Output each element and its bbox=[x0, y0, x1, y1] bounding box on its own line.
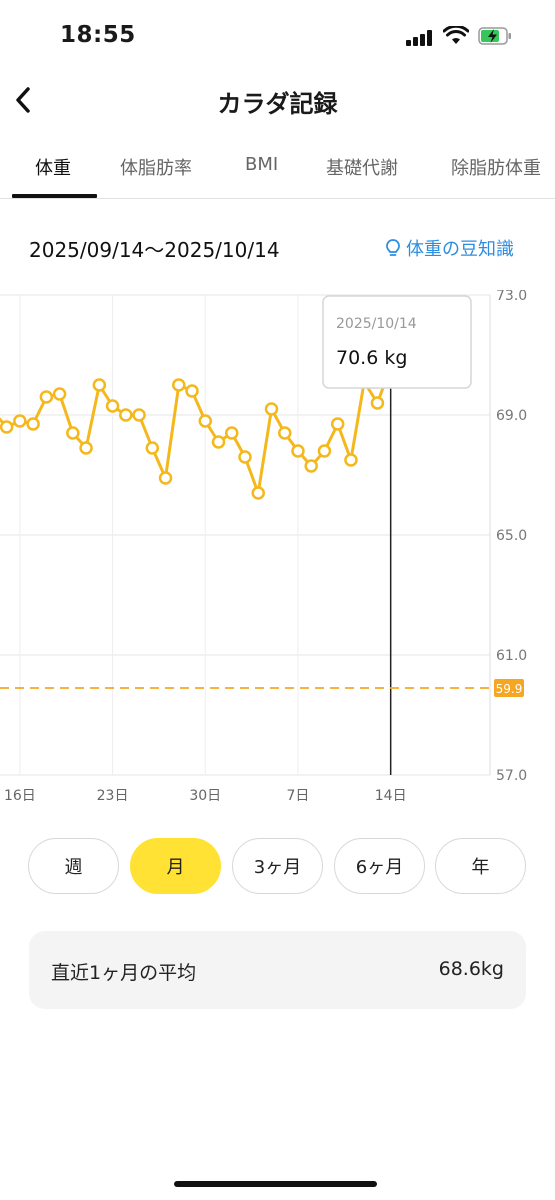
chart-tooltip: 2025/10/14 70.6 kg bbox=[322, 295, 472, 389]
x-tick-label: 7日 bbox=[287, 788, 310, 804]
tab-lean-mass[interactable]: 除脂肪体重 bbox=[451, 158, 541, 179]
weight-data-point bbox=[39, 390, 54, 404]
period-3months-button[interactable]: 3ヶ月 bbox=[232, 838, 323, 894]
target-weight-line: 59.9 bbox=[0, 679, 524, 697]
weight-line-chart[interactable]: 59.9 73.0 69.0 65.0 61.0 57.0 16日 23日 30日 7日 14日… bbox=[0, 290, 555, 815]
tab-weight[interactable]: 体重 bbox=[35, 158, 71, 179]
weight-data-point bbox=[26, 417, 40, 431]
x-axis-labels: 16日 23日 30日 7日 14日 bbox=[4, 788, 407, 804]
weight-data-point bbox=[79, 441, 93, 455]
metric-tabs: 体重 体脂肪率 BMI 基礎代謝 除脂肪体重 bbox=[0, 140, 555, 199]
weight-data-point bbox=[251, 486, 265, 500]
weight-data-point bbox=[330, 417, 345, 431]
weight-tips-link[interactable]: 体重の豆知識 bbox=[384, 235, 514, 261]
period-6months-button[interactable]: 6ヶ月 bbox=[334, 838, 425, 894]
tab-basal-metabolism[interactable]: 基礎代謝 bbox=[326, 158, 398, 179]
page-title: カラダ記録 bbox=[217, 90, 338, 118]
weight-data-point bbox=[277, 426, 292, 440]
x-tick-label: 14日 bbox=[375, 788, 407, 804]
y-tick-label: 57.0 bbox=[496, 768, 527, 784]
x-tick-label: 30日 bbox=[189, 788, 221, 804]
weight-data-point bbox=[211, 435, 226, 449]
chart-grid bbox=[0, 294, 491, 776]
y-axis-labels: 73.0 69.0 65.0 61.0 57.0 bbox=[496, 290, 527, 784]
weight-data-point bbox=[172, 378, 186, 392]
target-value-badge bbox=[494, 679, 524, 697]
average-label: 直近1ヶ月の平均 bbox=[51, 962, 197, 984]
tooltip-box bbox=[322, 295, 472, 389]
weight-data-point bbox=[66, 426, 80, 440]
x-tick-label: 23日 bbox=[97, 788, 129, 804]
status-time: 18:55 bbox=[60, 22, 136, 48]
period-week-button[interactable]: 週 bbox=[28, 838, 119, 894]
weight-data-point bbox=[0, 420, 14, 434]
tab-bmi[interactable]: BMI bbox=[245, 154, 279, 175]
monthly-average-card: 直近1ヶ月の平均 68.6kg bbox=[29, 931, 526, 1009]
status-bar: 18:55 bbox=[0, 0, 555, 70]
tab-body-fat[interactable]: 体脂肪率 bbox=[120, 158, 192, 179]
nav-bar: カラダ記録 bbox=[0, 70, 555, 130]
y-tick-label: 65.0 bbox=[496, 528, 527, 544]
weight-data-point bbox=[317, 444, 332, 458]
weight-data-point bbox=[145, 441, 160, 455]
weight-data-point bbox=[344, 453, 358, 467]
weight-data-point bbox=[92, 378, 107, 392]
period-year-button[interactable]: 年 bbox=[435, 838, 526, 894]
x-tick-label: 16日 bbox=[4, 788, 36, 804]
battery-charging-icon bbox=[478, 27, 511, 45]
average-value: 68.6kg bbox=[438, 958, 504, 980]
weight-data-point bbox=[132, 408, 146, 422]
weight-data-point bbox=[52, 387, 67, 401]
back-button[interactable] bbox=[6, 80, 46, 120]
weight-data-point bbox=[119, 408, 133, 422]
weight-tips-label: 体重の豆知識 bbox=[406, 239, 514, 260]
weight-data-point bbox=[13, 414, 27, 428]
y-tick-label: 61.0 bbox=[496, 648, 527, 664]
weight-data-point bbox=[264, 402, 279, 416]
target-value-label: 59.9 bbox=[496, 682, 523, 696]
home-indicator bbox=[174, 1181, 377, 1187]
weight-data-point bbox=[105, 399, 120, 413]
weight-data-point bbox=[370, 396, 385, 410]
weight-data-point bbox=[291, 444, 305, 458]
date-range-row: 2025/09/14〜2025/10/14 体重の豆知識 bbox=[0, 228, 555, 268]
weight-data-point bbox=[198, 414, 213, 428]
weight-data-point bbox=[238, 450, 252, 464]
tooltip-date: 2025/10/14 bbox=[336, 316, 417, 332]
weight-data-point bbox=[225, 426, 239, 440]
period-selector: 週 月 3ヶ月 6ヶ月 年 bbox=[0, 838, 555, 898]
weight-data-point bbox=[185, 384, 199, 398]
lightbulb-icon bbox=[386, 239, 400, 256]
weight-data-point bbox=[158, 471, 173, 485]
date-range: 2025/09/14〜2025/10/14 bbox=[29, 238, 280, 262]
y-tick-label: 73.0 bbox=[496, 290, 527, 304]
tooltip-value: 70.6 kg bbox=[336, 347, 407, 369]
y-tick-label: 69.0 bbox=[496, 408, 527, 424]
cellular-signal-icon bbox=[406, 30, 436, 46]
active-tab-indicator bbox=[12, 194, 97, 198]
period-month-button[interactable]: 月 bbox=[130, 838, 221, 894]
weight-data-point bbox=[304, 459, 318, 473]
wifi-icon bbox=[443, 26, 469, 44]
